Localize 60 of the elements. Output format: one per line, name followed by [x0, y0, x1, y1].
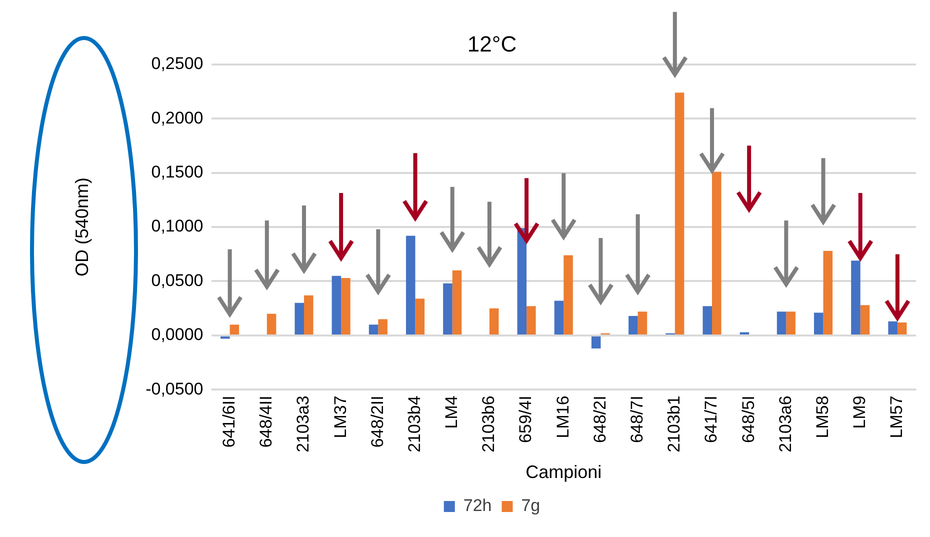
x-tick-label: 648/2I: [590, 396, 610, 443]
bar: [443, 283, 452, 334]
x-tick-label: 2103b6: [479, 396, 498, 452]
x-tick-label: 648/7I: [628, 396, 646, 443]
chart-title: 12°C: [467, 31, 517, 56]
bar: [489, 308, 499, 334]
bar: [638, 312, 648, 334]
x-tick-label: LM9: [850, 396, 870, 429]
bar: [378, 319, 388, 334]
legend-label: 7g: [521, 496, 540, 516]
bar: [888, 321, 898, 334]
x-tick-label: 2103a3: [294, 396, 313, 452]
bar: [304, 295, 314, 334]
bar: [823, 250, 833, 334]
bar: [294, 302, 304, 334]
bar: [332, 276, 342, 334]
bar: [341, 278, 350, 334]
bar: [776, 312, 786, 334]
x-tick-label: LM58: [812, 396, 832, 438]
bar: [266, 314, 276, 334]
x-tick-label: LM4: [442, 396, 462, 429]
bar: [220, 336, 230, 339]
bar: [368, 324, 378, 334]
bar: [591, 336, 601, 348]
bar: [526, 306, 536, 334]
x-tick-label: 648/4II: [256, 396, 276, 448]
y-tick-label: 0,0500: [151, 270, 204, 290]
y-tick-label: -0,0500: [146, 379, 204, 398]
bar: [860, 305, 870, 334]
x-tick-label: 641/7I: [702, 396, 721, 443]
bar: [406, 236, 416, 334]
bar: [786, 312, 796, 334]
y-tick-label: 0,1000: [151, 216, 204, 236]
y-tick-label: 0,2500: [151, 54, 204, 74]
bar: [628, 316, 638, 334]
y-tick-label: 0,1500: [151, 162, 204, 182]
bar: [702, 306, 712, 334]
x-axis-title: Campioni: [526, 462, 602, 482]
x-tick-label: 648/5I: [738, 396, 758, 443]
legend-label: 72h: [463, 496, 492, 516]
bar: [897, 322, 907, 334]
x-tick-label: 648/2II: [368, 396, 387, 448]
bar: [674, 92, 684, 334]
x-tick-label: 2103a6: [776, 396, 795, 452]
x-tick-label: 659/4I: [516, 396, 536, 443]
bar: [415, 298, 425, 334]
x-tick-label: LM37: [330, 396, 350, 438]
x-tick-label: LM16: [553, 396, 572, 438]
x-tick-label: LM57: [887, 396, 906, 438]
y-axis-title: OD (540nm): [72, 178, 92, 277]
y-tick-label: 0,0000: [151, 325, 204, 344]
bar: [564, 255, 573, 334]
bar: [230, 324, 240, 334]
x-tick-label: 641/6II: [219, 396, 238, 448]
bar: [814, 312, 824, 334]
x-tick-label: 2103b1: [664, 396, 684, 452]
bar: [452, 270, 462, 334]
bar: [554, 300, 564, 334]
y-tick-label: 0,2000: [151, 108, 204, 128]
x-tick-label: 2103b4: [404, 396, 424, 452]
